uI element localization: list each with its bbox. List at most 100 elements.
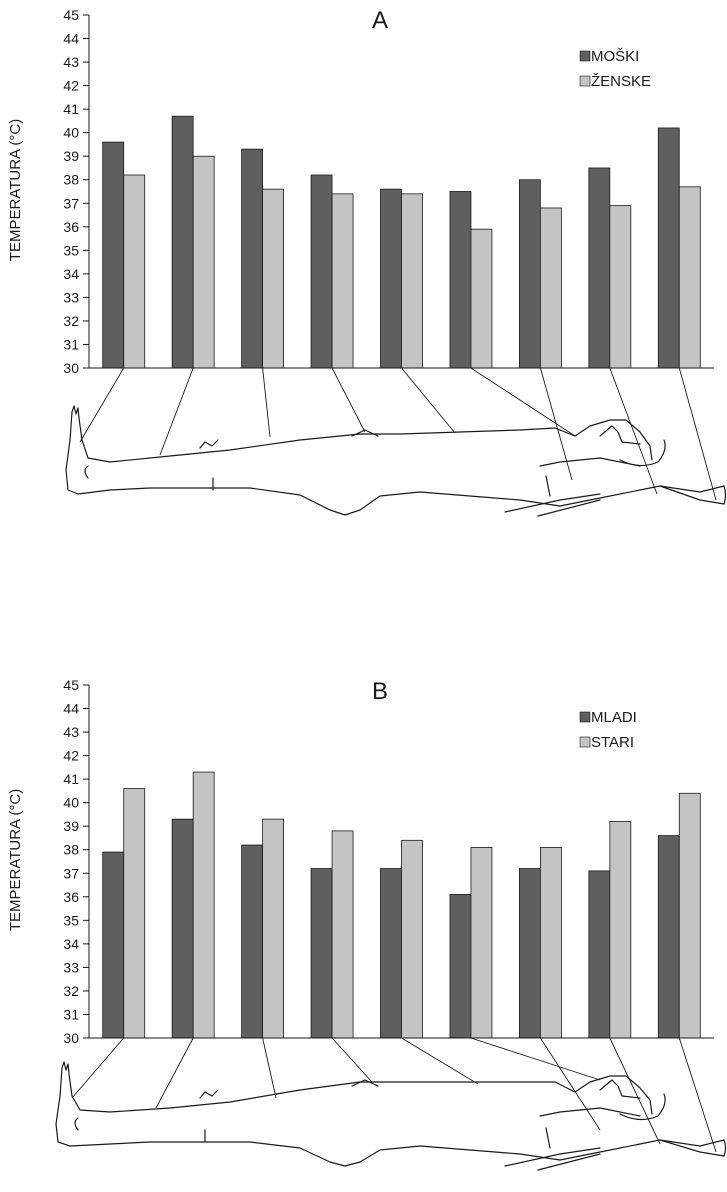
bar-series-1-category-3 bbox=[241, 148, 264, 369]
bar-series-1-category-8 bbox=[588, 870, 611, 1039]
y-tick-label: 45 bbox=[63, 677, 79, 693]
bar-series-1-category-7 bbox=[518, 868, 541, 1039]
leader-line bbox=[401, 1037, 479, 1085]
y-tick-label: 33 bbox=[63, 959, 79, 975]
bar-series-2-category-9 bbox=[678, 792, 701, 1039]
y-tick-label: 35 bbox=[63, 912, 79, 928]
bar-series-2-category-5 bbox=[401, 193, 423, 369]
bar-series-2-category-7 bbox=[539, 207, 562, 369]
y-tick-label: 41 bbox=[63, 101, 79, 117]
legend-swatch-series-1 bbox=[579, 50, 591, 62]
legend-swatch-series-2 bbox=[579, 75, 591, 87]
bar-series-1-category-9 bbox=[657, 127, 680, 369]
bar-series-1-category-2 bbox=[171, 115, 194, 369]
y-tick-label: 41 bbox=[63, 771, 79, 787]
bar-series-2-category-3 bbox=[262, 188, 285, 369]
leader-line bbox=[159, 367, 194, 456]
bar-series-1-category-1 bbox=[102, 141, 125, 369]
leader-line bbox=[609, 367, 658, 495]
body-outline-illustration bbox=[65, 405, 727, 517]
leader-line bbox=[470, 367, 576, 437]
bar-series-1-category-1 bbox=[102, 851, 125, 1039]
leader-line bbox=[262, 1037, 277, 1099]
legend-label-series-2: STARI bbox=[591, 734, 634, 751]
bar-series-2-category-2 bbox=[192, 155, 215, 369]
leader-line bbox=[331, 1037, 373, 1083]
y-axis-label: TEMPERATURA (°C) bbox=[7, 119, 24, 261]
legend-swatch-series-1 bbox=[579, 711, 591, 723]
y-tick-label: 32 bbox=[63, 983, 79, 999]
y-tick-label: 37 bbox=[63, 195, 79, 211]
y-tick-label: 35 bbox=[63, 242, 79, 258]
bar-series-2-category-8 bbox=[609, 205, 632, 369]
bar-series-2-category-2 bbox=[192, 771, 215, 1039]
bar-series-2-category-5 bbox=[401, 839, 423, 1039]
y-tick-label: 44 bbox=[63, 701, 79, 717]
chart-panel-a: A TEMPERATURA (°C) 30 31 32 33 34 35 36 37 38 39 4… bbox=[7, 7, 727, 517]
bar-series-2-category-1 bbox=[123, 788, 146, 1039]
bar-group bbox=[102, 115, 701, 369]
y-tick-label: 43 bbox=[63, 54, 79, 70]
y-tick-label: 36 bbox=[63, 219, 79, 235]
bar-series-2-category-7 bbox=[539, 846, 562, 1039]
chart-panel-b: B TEMPERATURA (°C) 30 31 32 33 34 35 36 37 38 39 4… bbox=[7, 677, 727, 1171]
legend: MLADI STARI bbox=[579, 709, 637, 751]
y-tick-label: 42 bbox=[63, 748, 79, 764]
leader-line bbox=[678, 367, 717, 501]
leader-line bbox=[470, 1037, 601, 1081]
y-tick-label: 31 bbox=[63, 336, 79, 352]
leader-line bbox=[609, 1037, 661, 1145]
y-tick-label: 32 bbox=[63, 313, 79, 329]
y-tick-label: 30 bbox=[63, 1030, 79, 1046]
y-tick-label: 30 bbox=[63, 360, 79, 376]
y-tick-label: 34 bbox=[63, 266, 79, 282]
bar-series-2-category-3 bbox=[262, 818, 285, 1039]
y-axis-label: TEMPERATURA (°C) bbox=[7, 789, 24, 931]
y-tick-label: 33 bbox=[63, 289, 79, 305]
y-tick-label: 38 bbox=[63, 842, 79, 858]
y-tick-label: 36 bbox=[63, 889, 79, 905]
bar-series-1-category-4 bbox=[310, 174, 333, 369]
bar-series-1-category-2 bbox=[171, 818, 194, 1039]
leader-line bbox=[262, 367, 271, 438]
leader-line bbox=[79, 367, 125, 443]
legend-label-series-1: MOŠKI bbox=[591, 48, 639, 65]
leader-line bbox=[678, 1037, 717, 1153]
bar-group bbox=[102, 771, 701, 1039]
legend-label-series-1: MLADI bbox=[591, 709, 637, 726]
leader-line bbox=[71, 1037, 125, 1099]
bar-series-1-category-4 bbox=[310, 868, 333, 1039]
bar-series-1-category-7 bbox=[518, 179, 541, 369]
legend-swatch-series-2 bbox=[579, 736, 591, 748]
y-tick-label: 37 bbox=[63, 865, 79, 881]
leader-line bbox=[155, 1037, 194, 1109]
bar-series-2-category-4 bbox=[331, 830, 354, 1039]
body-outline-illustration bbox=[55, 1061, 727, 1171]
y-tick-label: 31 bbox=[63, 1006, 79, 1022]
bar-series-1-category-6 bbox=[449, 894, 472, 1039]
y-tick-label: 44 bbox=[63, 31, 79, 47]
legend-label-series-2: ŽENSKE bbox=[591, 73, 651, 90]
bar-series-2-category-4 bbox=[331, 193, 354, 369]
y-axis-ticks: 30 31 32 33 34 35 36 37 38 39 40 41 42 43 44 45 bbox=[63, 7, 89, 376]
bar-series-2-category-8 bbox=[609, 821, 632, 1039]
leader-line bbox=[540, 1037, 601, 1131]
bar-series-1-category-5 bbox=[380, 188, 402, 369]
chart-title: B bbox=[372, 678, 388, 705]
y-tick-label: 39 bbox=[63, 818, 79, 834]
leader-line bbox=[401, 367, 456, 434]
bar-series-1-category-8 bbox=[588, 167, 611, 369]
y-tick-label: 42 bbox=[63, 78, 79, 94]
y-axis-ticks: 30 31 32 33 34 35 36 37 38 39 40 41 42 43 44 45 bbox=[63, 677, 89, 1046]
y-tick-label: 34 bbox=[63, 936, 79, 952]
y-tick-label: 43 bbox=[63, 724, 79, 740]
bar-series-1-category-6 bbox=[449, 191, 472, 369]
y-tick-label: 39 bbox=[63, 148, 79, 164]
y-tick-label: 40 bbox=[63, 125, 79, 141]
leader-lines bbox=[71, 1037, 717, 1153]
y-tick-label: 38 bbox=[63, 172, 79, 188]
leader-line bbox=[331, 367, 366, 433]
bar-series-2-category-6 bbox=[470, 228, 493, 369]
bar-series-2-category-9 bbox=[678, 186, 701, 369]
